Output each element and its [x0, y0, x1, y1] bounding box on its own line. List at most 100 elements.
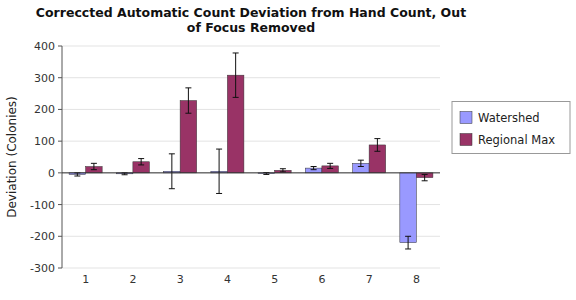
legend-swatch [460, 112, 472, 124]
y-tick [58, 109, 62, 110]
legend-frame [452, 102, 570, 154]
legend-label: Watershed [478, 111, 540, 125]
y-axis-line [62, 46, 63, 268]
error-bar-cap [138, 158, 144, 159]
y-tick [58, 268, 62, 269]
error-bar-cap [74, 176, 80, 177]
error-bar-cap [280, 171, 286, 172]
error-bar-cap [405, 236, 411, 237]
error-bar-stem [141, 159, 142, 165]
y-tick [58, 204, 62, 205]
error-bar [185, 88, 191, 113]
y-tick-label: -100 [30, 199, 55, 212]
x-tick-label: 1 [82, 273, 89, 286]
y-axis: -300 -200 -100 0 100 200 300 400 [30, 40, 62, 275]
error-bar-stem [330, 163, 331, 168]
y-tick [58, 141, 62, 142]
error-bar-stem [424, 174, 425, 180]
error-bar [405, 236, 411, 249]
error-bar-cap [91, 163, 97, 164]
error-bar-cap [358, 160, 364, 161]
bars [69, 53, 433, 249]
x-tick-label: 8 [413, 273, 420, 286]
grid-line [62, 77, 440, 78]
x-tick-label: 3 [177, 273, 184, 286]
error-bar [233, 53, 239, 97]
error-bar-cap [374, 151, 380, 152]
y-tick-label: 400 [34, 40, 55, 53]
error-bar [358, 160, 364, 166]
grid-line [62, 172, 440, 173]
error-bar-cap [122, 174, 128, 175]
error-bar-cap [138, 164, 144, 165]
x-tick-label: 7 [366, 273, 373, 286]
y-tick [58, 46, 62, 47]
y-tick [58, 236, 62, 237]
y-tick-label: 100 [34, 135, 55, 148]
bar [400, 173, 417, 243]
error-bar-cap [405, 248, 411, 249]
legend: Watershed Regional Max [452, 102, 570, 154]
y-tick-label: 200 [34, 103, 55, 116]
error-bar [280, 169, 286, 172]
error-bar-cap [358, 166, 364, 167]
error-bar-cap [185, 87, 191, 88]
error-bar-stem [188, 88, 189, 113]
error-bar [216, 149, 222, 193]
x-axis: 1 2 3 4 5 6 7 8 [82, 273, 420, 286]
error-bar [169, 154, 175, 189]
x-axis-line [62, 172, 440, 173]
y-tick-label: -200 [30, 230, 55, 243]
grid-line [62, 141, 440, 142]
error-bar-stem [235, 53, 236, 97]
error-bar-cap [280, 168, 286, 169]
error-bar-stem [93, 163, 94, 169]
grid [62, 46, 440, 268]
legend-label: Regional Max [478, 133, 555, 147]
x-tick-label: 2 [129, 273, 136, 286]
error-bar [374, 139, 380, 152]
y-tick-label: -300 [30, 262, 55, 275]
error-bar-cap [233, 52, 239, 53]
error-bar-cap [422, 180, 428, 181]
error-bar-stem [171, 154, 172, 189]
error-bar-cap [216, 149, 222, 150]
grid-line [62, 109, 440, 110]
y-tick-label: 300 [34, 72, 55, 85]
y-tick [58, 77, 62, 78]
y-tick-label: 0 [48, 167, 55, 180]
error-bar-stem [360, 160, 361, 166]
chart-container: -300-200-1000100200300400Deviation (Colo… [0, 0, 576, 300]
error-bar [422, 174, 428, 180]
error-bar-stem [377, 139, 378, 152]
error-bar [327, 163, 333, 168]
x-tick-label: 4 [224, 273, 231, 286]
error-bar-cap [169, 188, 175, 189]
chart: -300-200-1000100200300400Deviation (Colo… [0, 0, 576, 300]
error-bar-cap [327, 168, 333, 169]
legend-swatch [460, 134, 472, 146]
grid-line [62, 204, 440, 205]
grid-line [62, 236, 440, 237]
error-bar-cap [185, 113, 191, 114]
title: Correccted Automatic Count Deviation fro… [36, 5, 466, 35]
series [86, 53, 433, 181]
error-bar-cap [327, 163, 333, 164]
error-bar [91, 163, 97, 169]
error-bar-stem [408, 236, 409, 249]
x-tick-label: 6 [318, 273, 325, 286]
error-bar-cap [91, 169, 97, 170]
error-bar-cap [311, 169, 317, 170]
grid-line [62, 268, 440, 269]
error-bar-cap [311, 166, 317, 167]
error-bar [311, 167, 317, 170]
y-tick [58, 172, 62, 173]
error-bar [138, 159, 144, 165]
grid-line [62, 46, 440, 47]
error-bar-cap [374, 138, 380, 139]
error-bar-stem [219, 149, 220, 193]
x-tick-label: 5 [271, 273, 278, 286]
error-bar-cap [233, 97, 239, 98]
error-bar-cap [169, 153, 175, 154]
error-bar-cap [216, 193, 222, 194]
